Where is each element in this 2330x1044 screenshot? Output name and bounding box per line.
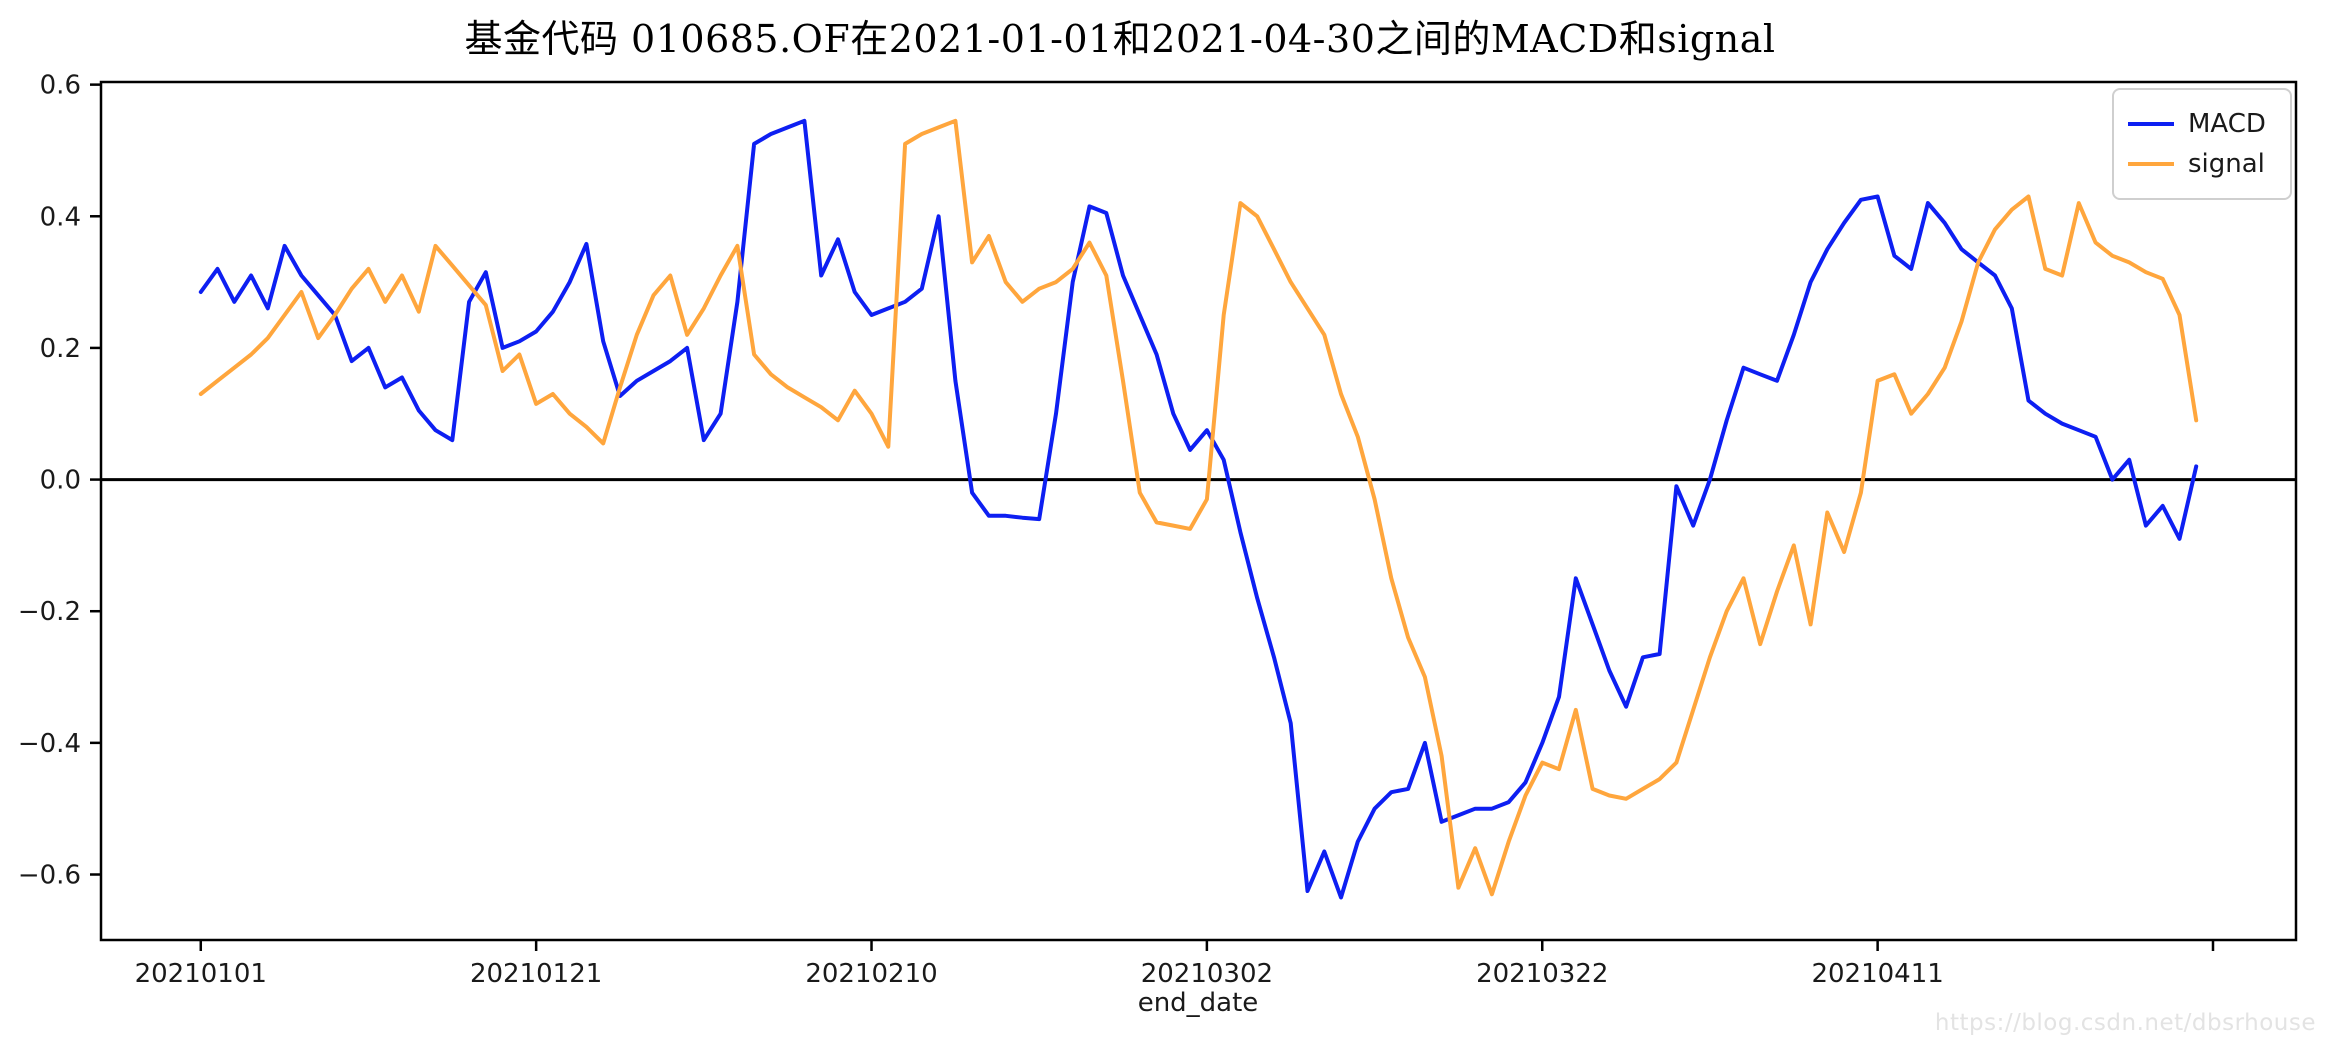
y-tick-label: 0.4 xyxy=(40,202,81,232)
legend-label-signal: signal xyxy=(2188,149,2265,179)
signal-line xyxy=(198,118,2199,897)
macd-line-swatch xyxy=(2128,122,2174,126)
x-axis-label: end_date xyxy=(1137,988,1259,1018)
chart-title: 基金代码 010685.OF在2021-01-01和2021-04-30之间的M… xyxy=(464,17,1776,61)
legend: MACD signal xyxy=(2112,88,2292,200)
y-tick-label: −0.4 xyxy=(18,729,81,759)
y-tick-label: 0.2 xyxy=(40,334,81,364)
x-tick-label: 20210210 xyxy=(805,959,937,989)
macd-line xyxy=(198,118,2199,900)
x-tick-label: 20210101 xyxy=(135,959,267,989)
legend-label-macd: MACD xyxy=(2188,109,2266,139)
x-tick-label: 20210411 xyxy=(1811,959,1943,989)
legend-item-macd: MACD xyxy=(2128,111,2276,137)
x-tick-label: 20210121 xyxy=(470,959,602,989)
signal-line-swatch xyxy=(2128,162,2174,166)
x-tick-label: 20210322 xyxy=(1476,959,1608,989)
y-tick-label: −0.6 xyxy=(18,861,81,891)
axes-frame xyxy=(99,80,2298,942)
y-tick-label: 0.6 xyxy=(40,71,81,101)
y-tick-label: 0.0 xyxy=(40,466,81,496)
y-tick-label: −0.2 xyxy=(18,597,81,627)
legend-item-signal: signal xyxy=(2128,151,2276,177)
watermark: https://blog.csdn.net/dbsrhouse xyxy=(1934,1010,2316,1036)
x-tick-label: 20210302 xyxy=(1141,959,1273,989)
